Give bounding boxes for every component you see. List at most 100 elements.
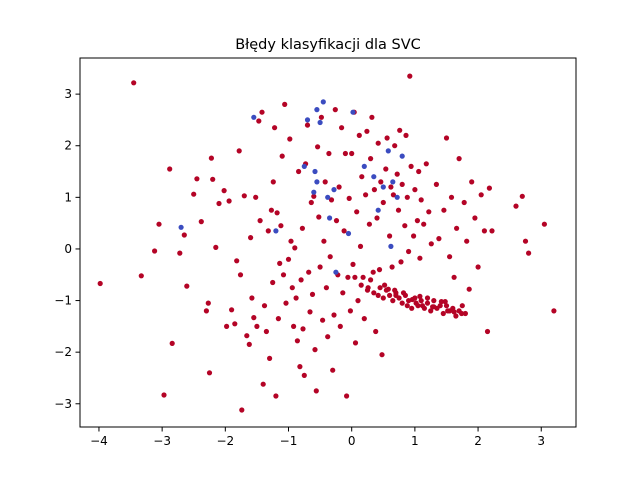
data-point-misclassified <box>301 163 307 169</box>
data-point-correct <box>342 150 348 157</box>
data-point-correct <box>469 179 475 185</box>
data-point-correct <box>234 258 240 264</box>
data-point-correct <box>456 308 462 314</box>
data-point-correct <box>356 132 362 138</box>
data-point-correct <box>256 118 262 124</box>
data-point-correct <box>404 194 410 200</box>
data-point-correct <box>291 323 297 329</box>
data-point-correct <box>308 199 314 206</box>
data-point-correct <box>184 283 190 289</box>
data-point-correct <box>418 298 424 304</box>
data-point-misclassified <box>273 228 279 234</box>
data-point-correct <box>138 273 144 279</box>
data-point-correct <box>456 156 462 162</box>
data-point-correct <box>268 207 274 213</box>
data-point-correct <box>194 176 200 182</box>
data-point-misclassified <box>317 119 323 126</box>
data-point-correct <box>406 248 412 255</box>
data-point-misclassified <box>312 168 318 175</box>
data-point-correct <box>453 313 459 319</box>
data-point-correct <box>288 238 294 244</box>
data-point-correct <box>541 221 548 227</box>
data-point-misclassified <box>331 187 337 193</box>
data-point-correct <box>390 192 396 198</box>
data-point-correct <box>249 295 255 301</box>
data-point-correct <box>270 279 276 286</box>
x-tick-label: 2 <box>474 434 482 448</box>
data-point-correct <box>408 163 414 169</box>
data-point-correct <box>354 209 360 215</box>
chart-title: Błędy klasyfikacji dla SVC <box>235 37 421 53</box>
data-point-correct <box>407 73 413 79</box>
data-point-correct <box>368 156 374 162</box>
data-point-correct <box>380 199 386 206</box>
data-point-correct <box>387 233 393 239</box>
data-point-correct <box>321 238 327 244</box>
data-point-correct <box>156 221 162 227</box>
data-point-correct <box>285 256 292 262</box>
y-axis: −3 −2 −1 0 1 2 3 <box>54 87 80 411</box>
data-point-correct <box>392 287 398 293</box>
data-point-correct <box>461 199 467 206</box>
y-tick-label: −3 <box>54 397 72 411</box>
data-point-correct <box>336 184 342 190</box>
data-point-correct <box>395 207 402 213</box>
data-point-correct <box>519 193 525 199</box>
data-point-correct <box>423 161 429 167</box>
data-point-correct <box>411 233 417 239</box>
data-point-correct <box>418 197 424 203</box>
data-point-correct <box>364 287 371 293</box>
data-point-correct <box>270 179 276 185</box>
data-point-correct <box>248 235 254 241</box>
data-point-correct <box>304 122 311 128</box>
data-point-correct <box>267 355 273 361</box>
data-point-correct <box>337 323 343 329</box>
data-point-correct <box>299 225 305 231</box>
data-point-misclassified <box>394 194 400 200</box>
data-point-misclassified <box>304 117 311 123</box>
data-point-misclassified <box>178 224 184 230</box>
data-point-correct <box>388 184 394 190</box>
data-point-correct <box>341 228 347 234</box>
data-point-correct <box>513 203 519 209</box>
data-point-correct <box>355 298 361 304</box>
data-point-correct <box>97 280 103 287</box>
data-point-misclassified <box>327 215 333 221</box>
data-point-correct <box>412 295 418 301</box>
data-point-correct <box>287 136 293 142</box>
data-point-correct <box>442 299 448 305</box>
data-point-correct <box>417 255 423 261</box>
data-point-correct <box>464 238 470 244</box>
data-point-correct <box>315 144 321 150</box>
data-point-correct <box>361 316 367 322</box>
data-point-correct <box>239 407 245 413</box>
data-point-correct <box>371 290 377 296</box>
data-point-correct <box>384 135 390 141</box>
data-point-correct <box>203 308 209 314</box>
data-point-correct <box>454 225 460 231</box>
data-point-correct <box>383 166 389 172</box>
data-point-correct <box>412 187 418 193</box>
data-point-correct <box>451 274 457 280</box>
points-layer <box>97 73 557 413</box>
data-point-correct <box>443 303 450 309</box>
data-point-correct <box>428 241 434 247</box>
data-point-correct <box>358 282 364 288</box>
data-point-correct <box>481 228 487 234</box>
data-point-correct <box>371 187 377 193</box>
data-point-correct <box>167 166 173 172</box>
data-point-misclassified <box>380 184 386 190</box>
x-tick-label: −3 <box>153 434 171 448</box>
data-point-correct <box>279 153 285 159</box>
data-point-correct <box>414 218 420 224</box>
data-point-correct <box>448 194 455 200</box>
data-point-misclassified <box>333 269 339 275</box>
data-point-correct <box>430 304 436 310</box>
data-point-correct <box>369 114 375 120</box>
data-point-correct <box>169 340 175 346</box>
data-point-correct <box>373 328 379 335</box>
data-point-correct <box>292 245 298 251</box>
data-point-correct <box>318 114 324 120</box>
data-point-correct <box>253 194 259 200</box>
data-point-correct <box>224 323 230 329</box>
